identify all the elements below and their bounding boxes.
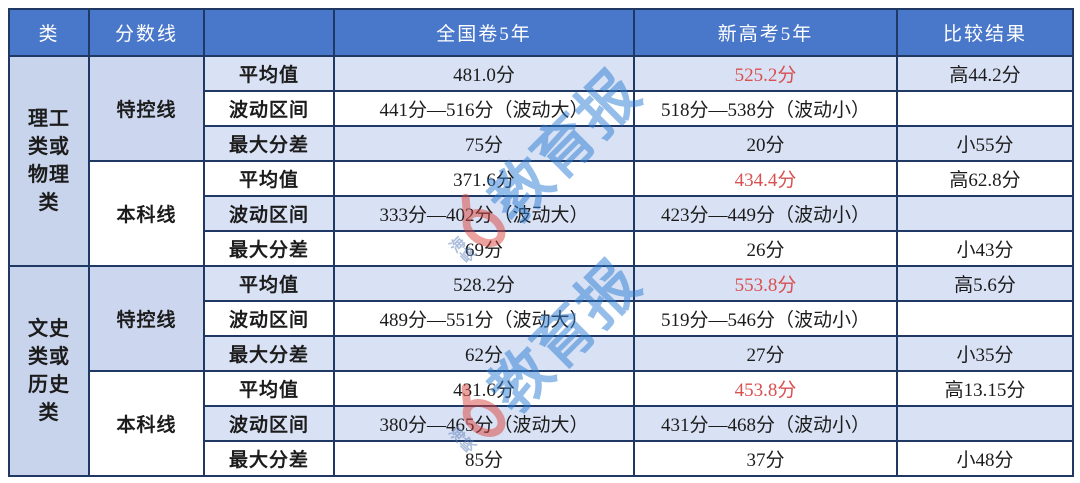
header-cell-1: 分数线 [88, 8, 205, 57]
table-row: 最大分差 75分 20分 小55分 [9, 125, 1074, 162]
comparison-result-cell: 高5.6分 [896, 265, 1074, 302]
metric-cell: 平均值 [203, 265, 335, 302]
header-cell-3: 全国卷5年 [333, 8, 635, 57]
metric-cell: 波动区间 [203, 405, 335, 442]
national-paper-value-cell: 371.6分 [333, 160, 635, 197]
metric-cell: 最大分差 [203, 335, 335, 372]
metric-cell: 最大分差 [203, 125, 335, 162]
national-paper-value-cell: 528.2分 [333, 265, 635, 302]
metric-cell: 平均值 [203, 55, 335, 92]
national-paper-value-cell: 380分—465分（波动大） [333, 405, 635, 442]
header-cell-2 [203, 8, 335, 57]
comparison-result-cell: 小35分 [896, 335, 1074, 372]
new-gaokao-value-cell: 26分 [633, 230, 898, 267]
comparison-result-cell [896, 405, 1074, 442]
new-gaokao-value-cell: 431分—468分（波动小） [633, 405, 898, 442]
table-row: 文史 类或 历史 类特控线 平均值 528.2分 553.8分 高5.6分 [8, 265, 1074, 477]
table-body: 理工 类或 物理 类特控线 平均值 481.0分 525.2分 高44.2分 波动区间 44… [8, 55, 1074, 477]
table-row: 最大分差 62分 27分 小35分 [9, 335, 1074, 372]
national-paper-value-cell: 62分 [333, 335, 635, 372]
metric-cell: 平均值 [203, 160, 335, 197]
table-row: 本科线 平均值 371.6分 434.4分 高62.8分 [9, 160, 1074, 267]
table-row: 波动区间 333分—402分（波动大） 423分—449分（波动小） [9, 195, 1074, 232]
table-row: 理工 类或 物理 类特控线 平均值 481.0分 525.2分 高44.2分 [8, 55, 1074, 267]
score-comparison-table: 类分数线 全国卷5年 新高考5年 比较结果 理工 类或 物理 类特控线 平均值 481.0… [8, 8, 1074, 477]
new-gaokao-value-cell: 453.8分 [633, 370, 898, 407]
score-line-cell: 特控线 [88, 55, 205, 162]
table-row: 本科线 平均值 431.6分 453.8分 高13.15分 [9, 370, 1074, 477]
metric-cell: 波动区间 [203, 90, 335, 127]
national-paper-value-cell: 431.6分 [333, 370, 635, 407]
comparison-result-cell: 小55分 [896, 125, 1074, 162]
header-cell-4: 新高考5年 [633, 8, 898, 57]
new-gaokao-value-cell: 434.4分 [633, 160, 898, 197]
metric-cell: 平均值 [203, 370, 335, 407]
table-row: 最大分差 85分 37分 小48分 [9, 440, 1074, 477]
new-gaokao-value-cell: 519分—546分（波动小） [633, 300, 898, 337]
comparison-result-cell: 高13.15分 [896, 370, 1074, 407]
national-paper-value-cell: 489分—551分（波动大） [333, 300, 635, 337]
national-paper-value-cell: 85分 [333, 440, 635, 477]
new-gaokao-value-cell: 525.2分 [633, 55, 898, 92]
table-row: 波动区间 441分—516分（波动大） 518分—538分（波动小） [9, 90, 1074, 127]
comparison-result-cell: 小43分 [896, 230, 1074, 267]
comparison-result-cell: 小48分 [896, 440, 1074, 477]
new-gaokao-value-cell: 20分 [633, 125, 898, 162]
metric-cell: 最大分差 [203, 230, 335, 267]
score-line-cell: 特控线 [88, 265, 205, 372]
category-cell: 文史 类或 历史 类 [8, 265, 90, 477]
comparison-result-cell: 高62.8分 [896, 160, 1074, 197]
new-gaokao-value-cell: 553.8分 [633, 265, 898, 302]
metric-cell: 最大分差 [203, 440, 335, 477]
metric-cell: 波动区间 [203, 300, 335, 337]
comparison-result-cell [896, 300, 1074, 337]
table-row: 最大分差 69分 26分 小43分 [9, 230, 1074, 267]
comparison-result-cell: 高44.2分 [896, 55, 1074, 92]
national-paper-value-cell: 75分 [333, 125, 635, 162]
header-cell-0: 类 [8, 8, 90, 57]
table-row: 波动区间 489分—551分（波动大） 519分—546分（波动小） [9, 300, 1074, 337]
national-paper-value-cell: 441分—516分（波动大） [333, 90, 635, 127]
new-gaokao-value-cell: 27分 [633, 335, 898, 372]
metric-cell: 波动区间 [203, 195, 335, 232]
table-row: 波动区间 380分—465分（波动大） 431分—468分（波动小） [9, 405, 1074, 442]
score-line-cell: 本科线 [88, 370, 205, 477]
header-cell-5: 比较结果 [896, 8, 1074, 57]
national-paper-value-cell: 333分—402分（波动大） [333, 195, 635, 232]
new-gaokao-value-cell: 518分—538分（波动小） [633, 90, 898, 127]
category-cell: 理工 类或 物理 类 [8, 55, 90, 267]
score-line-cell: 本科线 [88, 160, 205, 267]
table-header-row: 类分数线 全国卷5年 新高考5年 比较结果 [8, 8, 1074, 57]
new-gaokao-value-cell: 423分—449分（波动小） [633, 195, 898, 232]
comparison-result-cell [896, 90, 1074, 127]
comparison-result-cell [896, 195, 1074, 232]
national-paper-value-cell: 69分 [333, 230, 635, 267]
new-gaokao-value-cell: 37分 [633, 440, 898, 477]
national-paper-value-cell: 481.0分 [333, 55, 635, 92]
